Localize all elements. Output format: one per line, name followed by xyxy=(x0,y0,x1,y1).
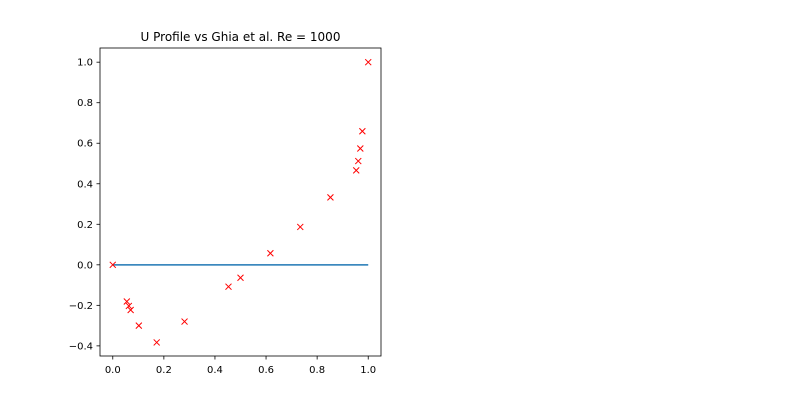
data-point-marker xyxy=(352,167,360,174)
data-point-marker xyxy=(364,58,372,66)
data-point-marker xyxy=(296,223,304,231)
chart-title: U Profile vs Ghia et al. Re = 1000 xyxy=(141,30,341,44)
y-tick-label: 0.0 xyxy=(77,260,93,271)
data-point-marker xyxy=(237,274,244,282)
y-tick-label: −0.4 xyxy=(69,341,93,352)
y-tick-label: 0.8 xyxy=(77,98,93,109)
data-point-marker xyxy=(354,157,362,165)
data-point-marker xyxy=(356,145,364,152)
data-point-marker xyxy=(123,298,131,305)
data-point-marker xyxy=(225,283,232,291)
y-tick-label: 0.2 xyxy=(77,220,93,231)
data-point-marker xyxy=(127,306,135,314)
x-tick-label: 0.2 xyxy=(156,365,172,376)
data-point-marker xyxy=(109,261,117,269)
data-point-marker xyxy=(267,249,274,257)
data-point-marker xyxy=(358,127,366,135)
data-point-marker xyxy=(327,193,334,201)
data-point-marker xyxy=(135,322,143,329)
data-point-marker xyxy=(125,302,133,310)
y-tick-label: 0.4 xyxy=(77,179,93,190)
axes-frame xyxy=(99,47,382,357)
x-tick-label: 0.6 xyxy=(258,365,274,376)
x-tick-label: 0.0 xyxy=(105,365,121,376)
y-tick-label: 1.0 xyxy=(77,58,93,69)
plot-area: 0.0 0.2 0.4 0.6 0.8 1.0 −0.4 −0.2 0.0 0.2 0.4 0.6 0.… xyxy=(69,58,376,376)
y-tick-label: −0.2 xyxy=(69,301,93,312)
y-tick-label: 0.6 xyxy=(77,139,93,150)
x-tick-label: 1.0 xyxy=(360,365,376,376)
x-tick-label: 0.8 xyxy=(309,365,325,376)
data-point-marker xyxy=(181,318,188,325)
x-tick-label: 0.4 xyxy=(207,365,223,376)
data-point-marker xyxy=(153,339,161,346)
